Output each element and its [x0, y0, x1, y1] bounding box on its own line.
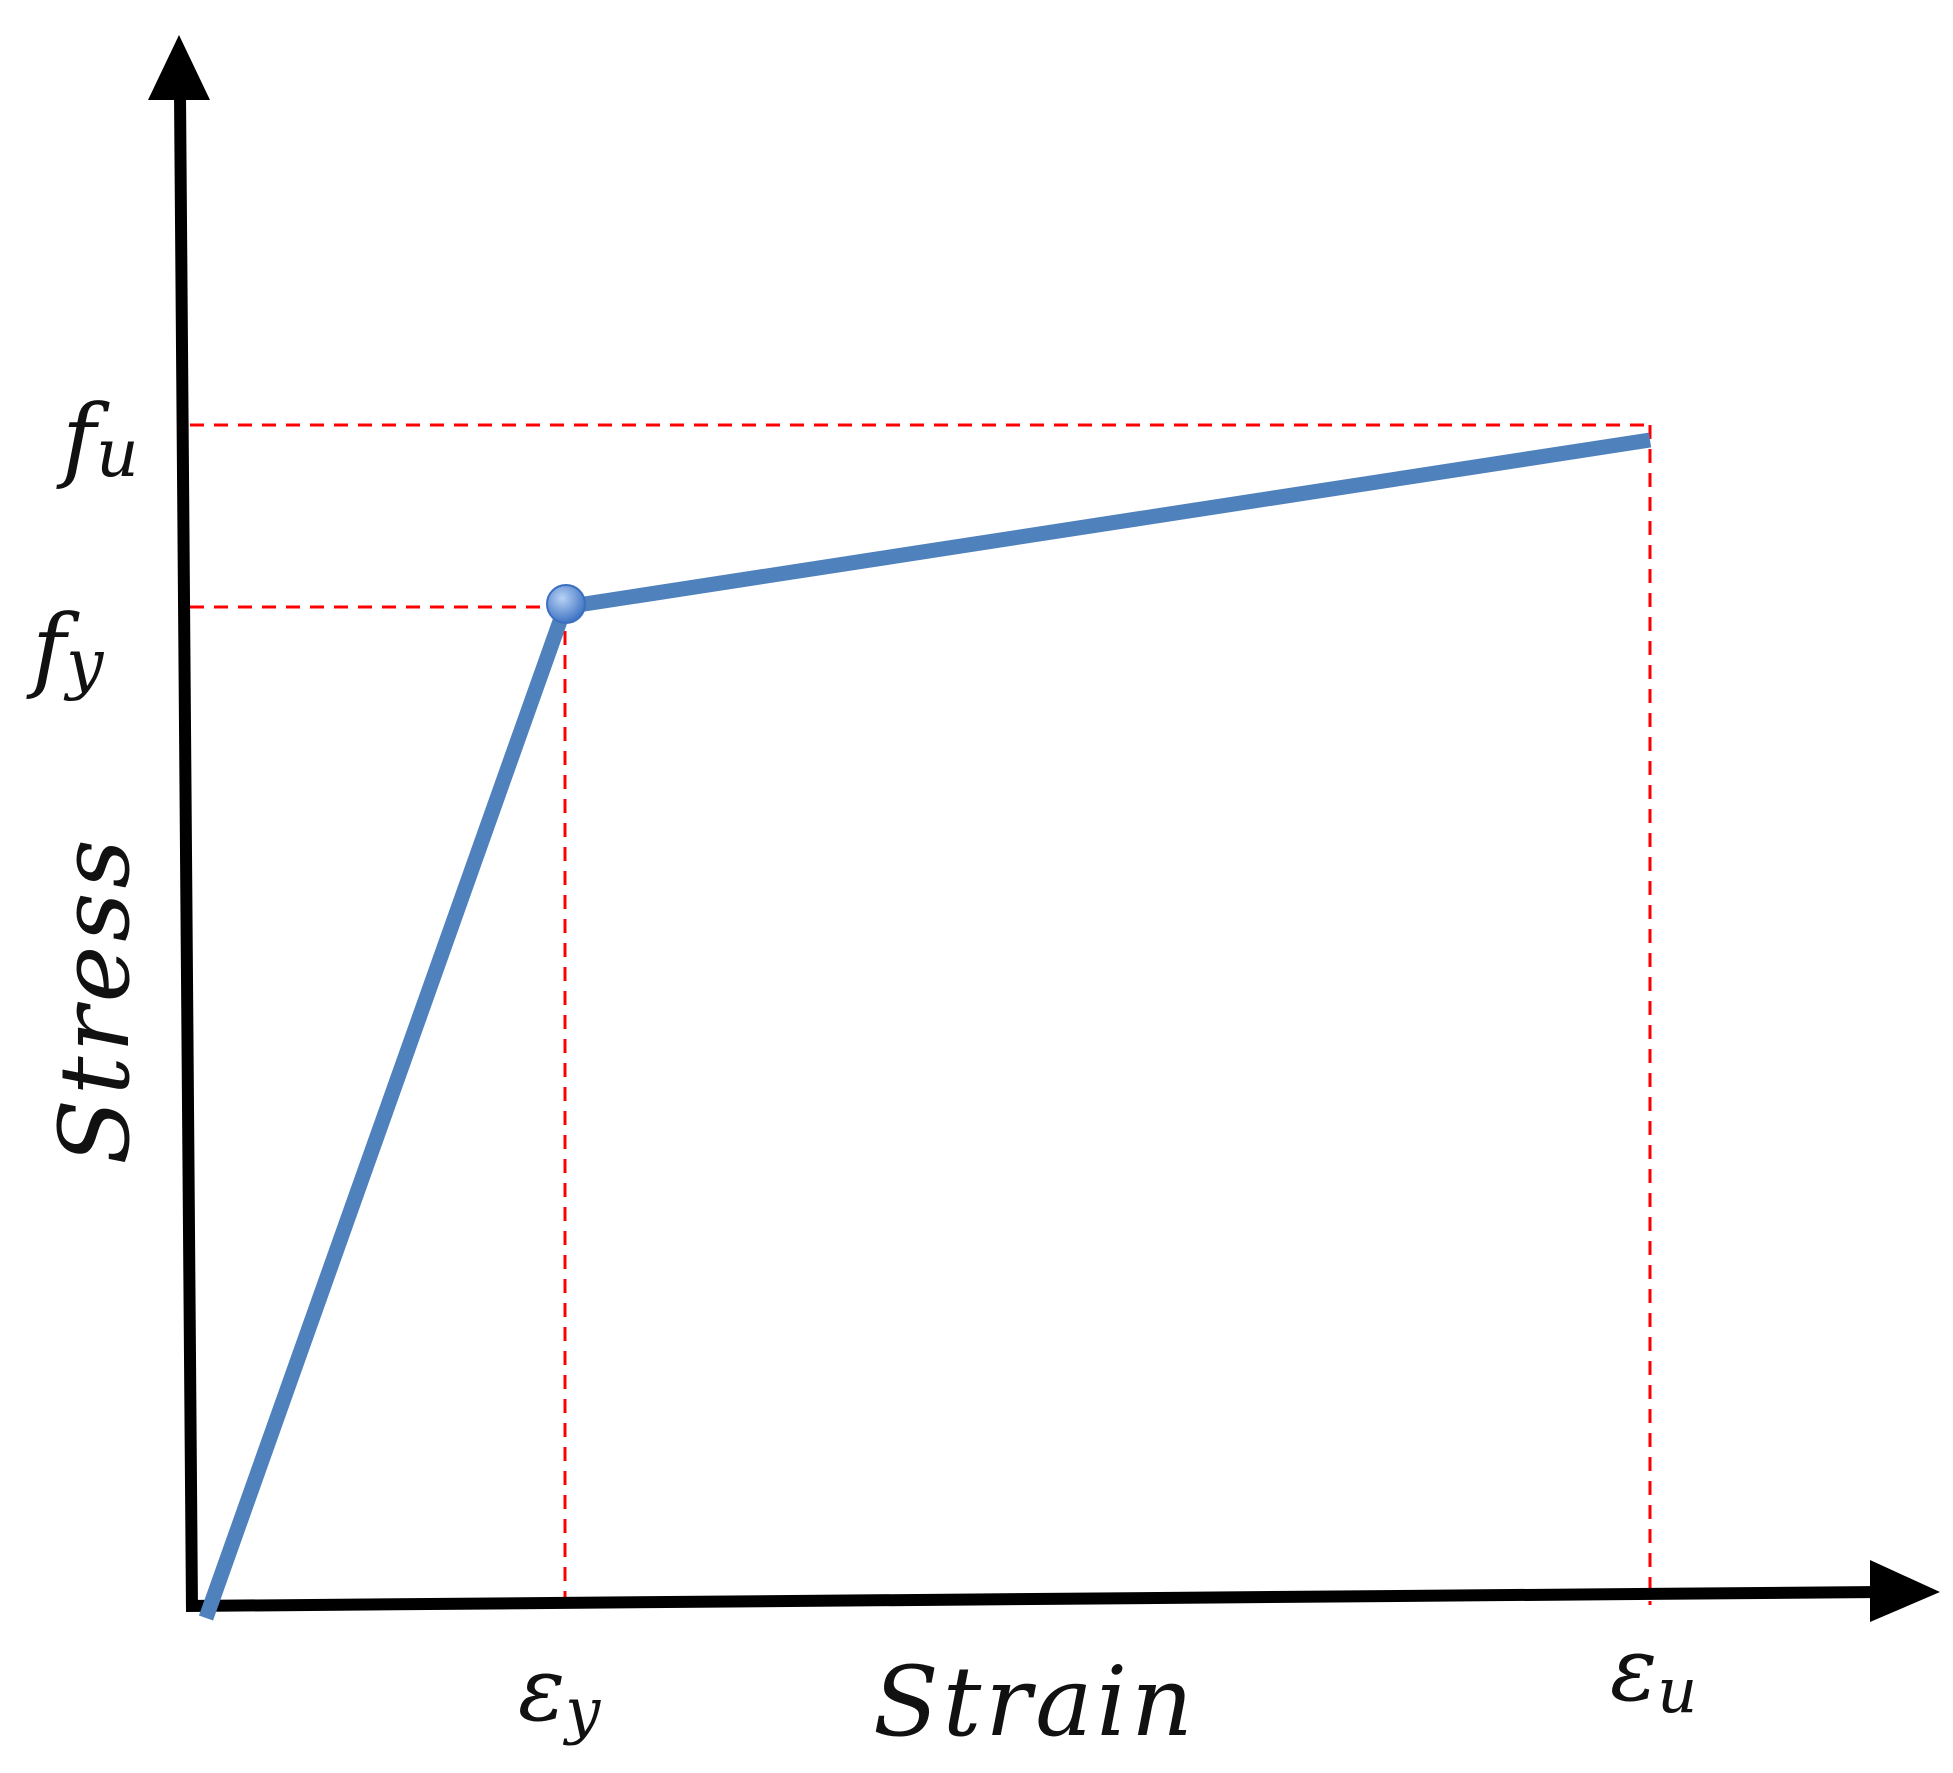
- ultimate-strain-subscript: u: [1657, 1654, 1697, 1727]
- yield-stress-label: fy: [26, 595, 104, 702]
- ultimate-strain-symbol: ε: [1610, 1618, 1657, 1721]
- stress-axis-arrowhead: [148, 35, 210, 100]
- yield-stress-subscript: y: [63, 625, 104, 702]
- stress-axis: [174, 94, 198, 1611]
- ultimate-strain-label: εu: [1610, 1618, 1697, 1727]
- strain-axis-arrowhead: [1870, 1560, 1940, 1622]
- yield-strain-symbol: ε: [518, 1638, 565, 1741]
- stress-axis-title: Stress: [39, 835, 151, 1165]
- stress-strain-curve: [198, 432, 1652, 1621]
- yield-point-marker: [546, 584, 586, 624]
- strain-axis: [185, 1586, 1881, 1612]
- ultimate-stress-label: fu: [56, 385, 139, 492]
- yield-strain-label: εy: [518, 1638, 601, 1747]
- yield-strain-subscript: y: [562, 1674, 601, 1747]
- ultimate-stress-subscript: u: [96, 415, 139, 492]
- strain-axis-title: Strain: [873, 1646, 1197, 1758]
